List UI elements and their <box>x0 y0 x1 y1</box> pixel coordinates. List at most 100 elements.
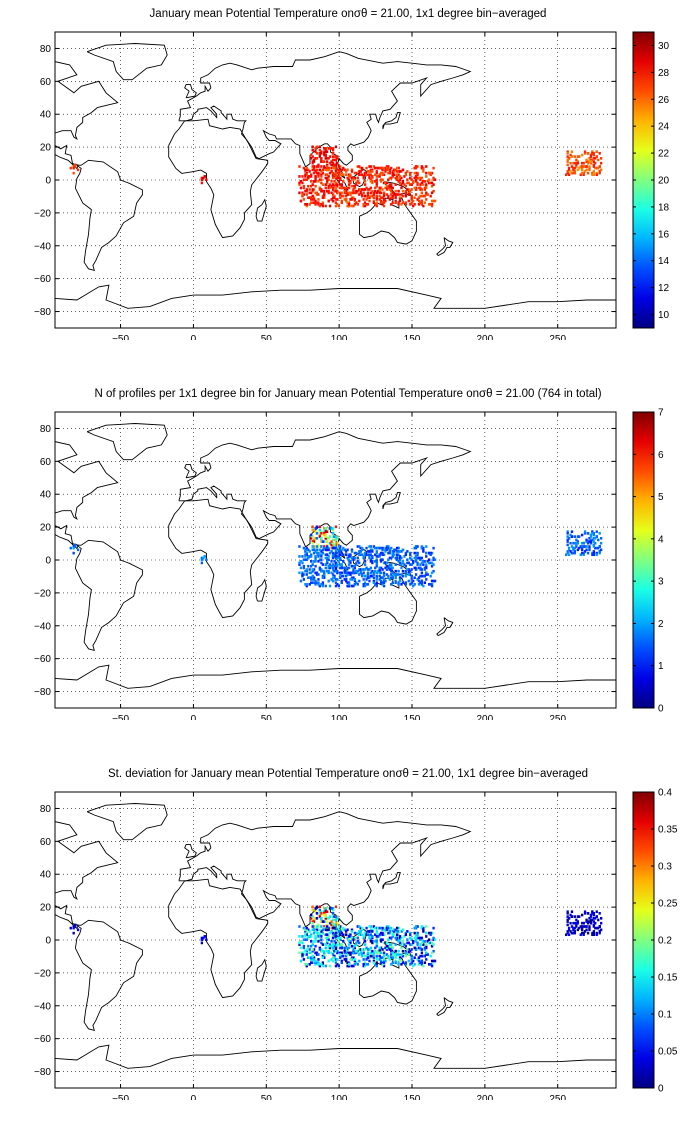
data-bin <box>575 543 578 547</box>
data-bin <box>331 915 335 918</box>
data-bin <box>426 560 429 563</box>
data-bin <box>337 940 341 943</box>
data-bin <box>333 158 336 162</box>
data-bin <box>595 150 598 154</box>
data-bin <box>388 946 392 950</box>
data-bin <box>302 178 306 182</box>
data-bin <box>311 948 314 951</box>
data-bin <box>401 180 405 183</box>
data-bin <box>327 946 330 950</box>
x-tick-label: 200 <box>477 334 494 340</box>
data-bin <box>396 555 399 558</box>
coastline-new-zealand <box>436 237 454 257</box>
data-bin <box>314 910 317 914</box>
data-bin <box>362 935 365 938</box>
data-bin <box>390 556 393 560</box>
data-bin <box>326 925 329 928</box>
data-bin <box>385 941 389 945</box>
data-bin <box>413 931 416 935</box>
data-bin <box>326 157 329 160</box>
data-bin <box>72 166 75 170</box>
data-bin <box>375 581 378 585</box>
data-bin <box>312 201 316 205</box>
data-bin <box>425 545 428 548</box>
data-bin <box>336 198 339 201</box>
data-bin <box>385 926 389 930</box>
data-bin <box>314 583 317 586</box>
y-tick-label: −80 <box>34 307 51 318</box>
data-bin <box>324 936 327 940</box>
data-bin <box>331 188 335 191</box>
data-bin <box>326 181 329 185</box>
data-bin <box>334 930 338 933</box>
data-bin <box>375 944 378 948</box>
data-bin <box>301 181 304 185</box>
data-bin <box>331 528 335 532</box>
data-bin <box>410 954 413 958</box>
data-bin <box>333 173 336 177</box>
x-tick-label: 250 <box>549 714 566 720</box>
data-bin <box>305 178 308 182</box>
data-bin <box>420 191 424 195</box>
data-bin <box>353 184 357 188</box>
data-bin <box>361 574 364 578</box>
data-bin <box>336 551 339 555</box>
data-bin <box>409 569 412 573</box>
data-bin <box>396 558 399 562</box>
data-bin <box>321 584 325 588</box>
data-bin <box>311 949 314 953</box>
data-bin <box>333 166 336 170</box>
data-bin <box>312 961 316 965</box>
data-bin <box>374 180 377 183</box>
data-bin <box>387 954 390 958</box>
data-bin <box>336 943 339 946</box>
data-bin <box>333 569 336 573</box>
data-bin <box>394 949 397 953</box>
data-bin <box>314 555 317 558</box>
data-bin <box>352 584 355 588</box>
panel-temperature: January mean Potential Temperature onσθ … <box>0 0 696 340</box>
data-bin <box>591 152 594 155</box>
data-bin <box>305 948 308 951</box>
data-bin <box>369 946 373 950</box>
data-bin <box>317 578 320 581</box>
data-bin <box>594 926 597 930</box>
data-bin <box>350 170 354 173</box>
data-bin <box>397 933 400 937</box>
data-bin <box>324 186 327 190</box>
data-bin <box>328 535 332 538</box>
data-bin <box>362 964 365 968</box>
data-bin <box>323 907 326 910</box>
data-bin <box>340 574 343 578</box>
data-bin <box>307 564 310 568</box>
data-bin <box>368 173 371 177</box>
data-bin <box>337 173 341 177</box>
data-bin <box>382 578 386 581</box>
data-bin <box>321 961 325 965</box>
data-bin <box>416 578 419 581</box>
data-bin <box>385 568 389 571</box>
data-bin <box>340 571 343 575</box>
data-bin <box>337 935 341 938</box>
data-bin <box>327 935 330 938</box>
data-bin <box>379 191 383 195</box>
data-bin <box>368 579 371 583</box>
data-bin <box>429 954 432 958</box>
data-bin <box>334 946 338 950</box>
data-bin <box>591 171 594 175</box>
data-bin <box>347 943 351 946</box>
data-bin <box>331 946 335 950</box>
data-bin <box>382 193 386 196</box>
data-bin <box>375 178 378 182</box>
data-bin <box>375 198 378 201</box>
data-bin <box>378 958 381 961</box>
data-bin <box>356 940 359 943</box>
data-bin <box>375 166 378 170</box>
data-bin <box>359 189 362 193</box>
data-bin <box>361 933 364 937</box>
data-bin <box>334 181 338 185</box>
data-bin <box>339 550 342 553</box>
data-bin <box>372 925 376 928</box>
data-bin <box>398 930 402 933</box>
data-bin <box>391 550 394 553</box>
